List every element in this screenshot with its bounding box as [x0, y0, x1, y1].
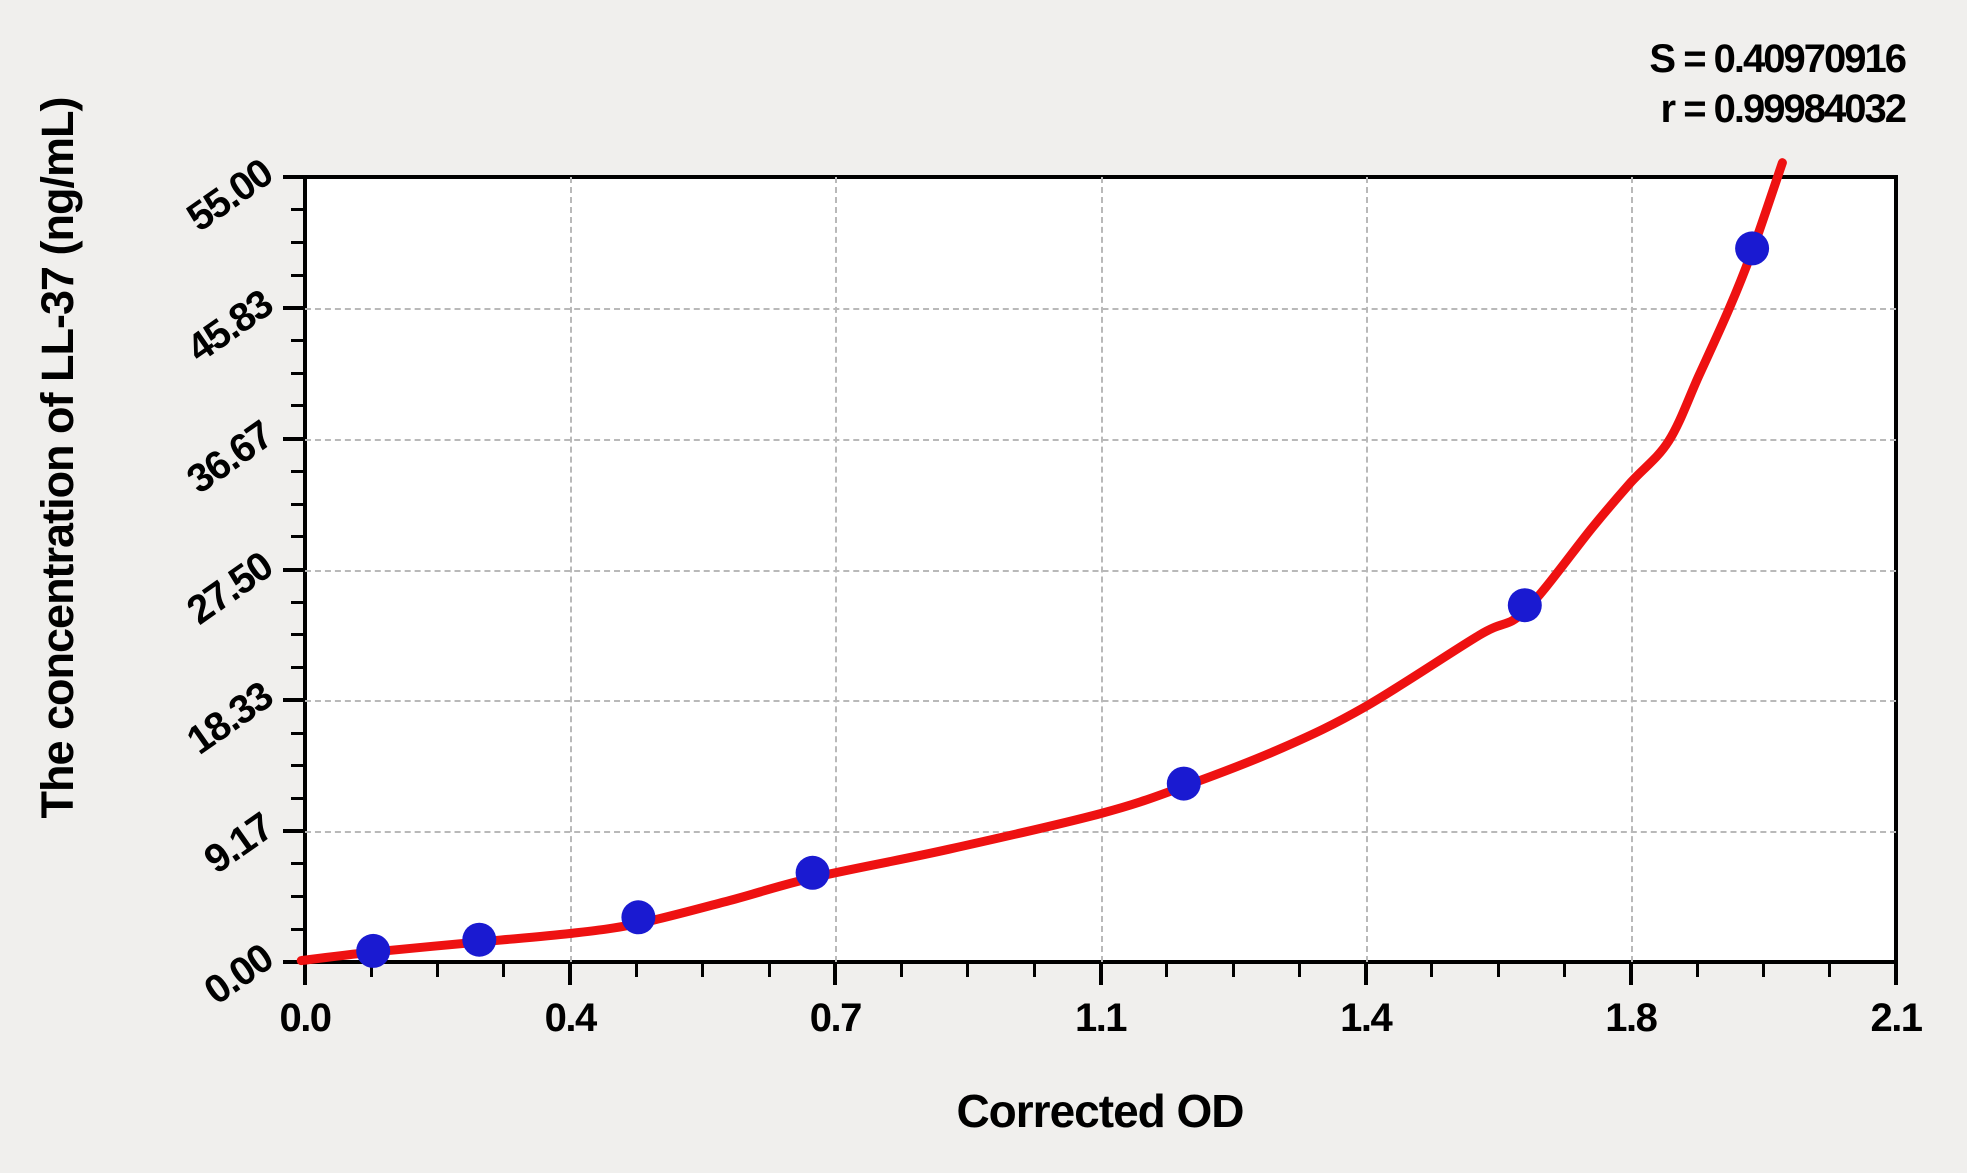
- fit-statistics: S = 0.40970916 r = 0.99984032: [1649, 34, 1907, 134]
- standard-data-point: [1735, 231, 1770, 266]
- y-minor-tick: [291, 666, 304, 670]
- fitted-curve: [296, 158, 1787, 966]
- y-minor-tick: [291, 600, 304, 604]
- x-minor-tick: [369, 964, 373, 977]
- y-major-tick: [283, 960, 304, 964]
- x-major-tick: [1894, 964, 1898, 985]
- x-major-tick: [1628, 964, 1633, 985]
- x-minor-tick: [701, 964, 705, 977]
- x-tick-label: 2.1: [1870, 996, 1923, 1040]
- y-minor-tick: [291, 927, 304, 931]
- x-major-tick: [568, 964, 573, 985]
- y-minor-tick: [291, 371, 304, 375]
- x-major-tick: [833, 964, 838, 985]
- y-gridline: [305, 569, 1896, 572]
- y-major-tick: [283, 829, 304, 834]
- y-minor-tick: [291, 208, 304, 212]
- x-minor-tick: [1032, 964, 1036, 977]
- x-minor-tick: [966, 964, 970, 977]
- x-minor-tick: [1297, 964, 1301, 977]
- standard-data-point: [621, 900, 656, 935]
- x-minor-tick: [634, 964, 638, 977]
- standard-data-point: [1166, 766, 1201, 801]
- y-major-tick: [283, 305, 304, 310]
- x-major-tick: [1098, 964, 1103, 985]
- x-minor-tick: [1496, 964, 1500, 977]
- y-minor-tick: [291, 404, 304, 408]
- y-minor-tick: [291, 469, 304, 473]
- x-tick-label: 0.7: [809, 996, 863, 1040]
- y-gridline: [305, 307, 1896, 310]
- y-minor-tick: [291, 796, 304, 800]
- x-minor-tick: [436, 964, 440, 977]
- x-minor-tick: [900, 964, 904, 977]
- x-major-tick: [1363, 964, 1368, 985]
- x-tick-label: 1.4: [1340, 996, 1393, 1040]
- x-tick-label: 1.1: [1074, 996, 1128, 1040]
- x-minor-tick: [767, 964, 771, 977]
- y-minor-tick: [291, 862, 304, 866]
- y-gridline: [305, 700, 1896, 703]
- y-minor-tick: [291, 339, 304, 343]
- fit-statistic-s: S = 0.40970916: [1649, 37, 1907, 81]
- y-gridline: [305, 831, 1896, 834]
- x-tick-label: 0.0: [279, 996, 332, 1040]
- x-tick-label: 0.4: [544, 996, 598, 1040]
- y-gridline: [305, 438, 1896, 441]
- x-minor-tick: [1563, 964, 1567, 977]
- y-minor-tick: [291, 502, 304, 506]
- y-major-tick: [283, 175, 304, 179]
- y-major-tick: [283, 567, 304, 572]
- x-minor-tick: [1761, 964, 1765, 977]
- y-minor-tick: [291, 895, 304, 899]
- x-minor-tick: [1695, 964, 1699, 977]
- x-major-tick: [303, 964, 307, 985]
- x-minor-tick: [1231, 964, 1235, 977]
- x-tick-label: 1.8: [1605, 996, 1658, 1040]
- y-minor-tick: [291, 764, 304, 768]
- y-minor-tick: [291, 731, 304, 735]
- x-minor-tick: [1828, 964, 1832, 977]
- y-minor-tick: [291, 633, 304, 637]
- y-major-tick: [283, 698, 304, 703]
- standard-data-point: [356, 933, 391, 968]
- y-minor-tick: [291, 273, 304, 277]
- x-minor-tick: [1165, 964, 1169, 977]
- fit-statistic-r: r = 0.99984032: [1660, 87, 1907, 131]
- x-axis-title: Corrected OD: [956, 1085, 1244, 1137]
- standard-data-point: [795, 855, 830, 890]
- y-minor-tick: [291, 240, 304, 244]
- x-minor-tick: [1430, 964, 1434, 977]
- y-major-tick: [283, 436, 304, 441]
- standard-data-point: [462, 922, 497, 957]
- y-minor-tick: [291, 535, 304, 539]
- x-minor-tick: [502, 964, 506, 977]
- standard-data-point: [1507, 588, 1542, 623]
